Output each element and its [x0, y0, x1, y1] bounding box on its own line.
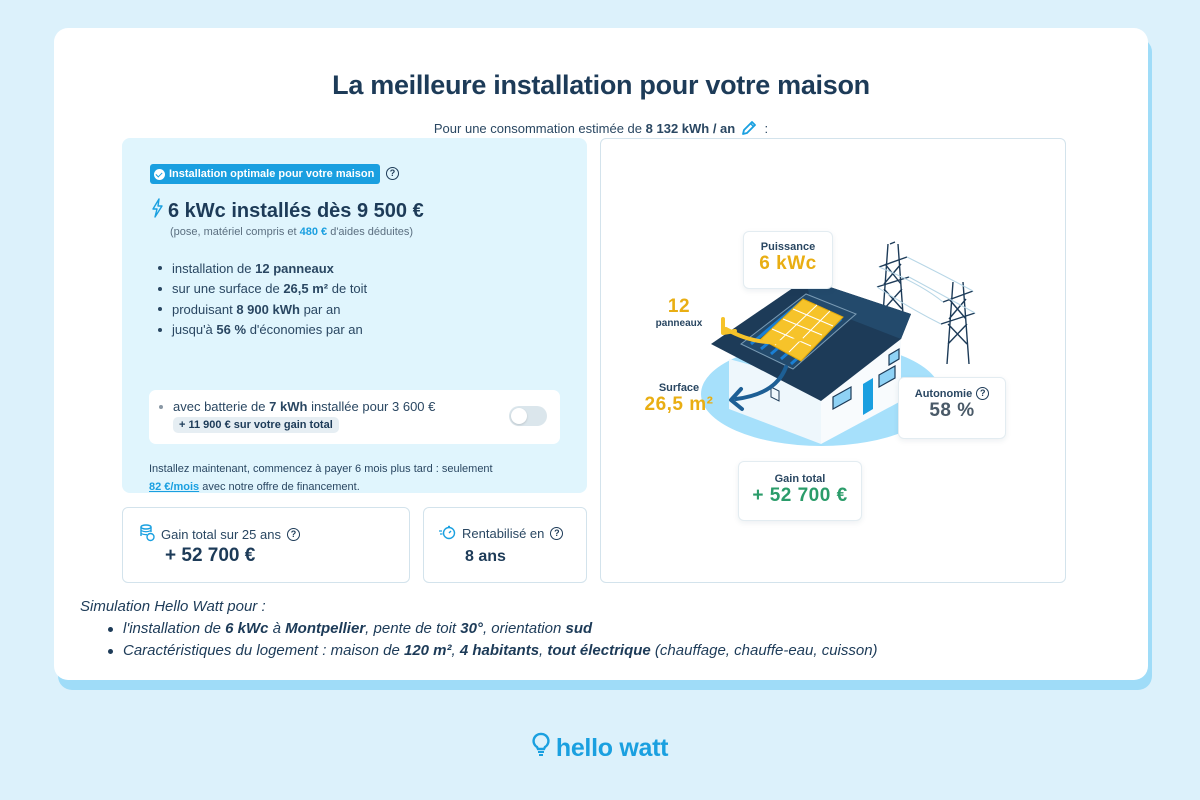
aid-amount: 480 €	[299, 226, 328, 238]
help-icon[interactable]: ?	[286, 528, 300, 541]
brand-logo: hello watt	[0, 732, 1200, 765]
stopwatch-icon	[438, 524, 456, 543]
autonomy-card: Autonomie ? 58 %	[898, 377, 1006, 439]
stat-value: 8 ans	[465, 548, 506, 565]
battery-toggle[interactable]	[509, 406, 547, 426]
help-icon[interactable]: ?	[386, 167, 399, 180]
surface-label: Surface 26,5 m²	[644, 382, 714, 415]
stat-label: Gain total sur 25 ans	[161, 527, 281, 542]
list-item: Caractéristiques du logement : maison de…	[108, 640, 878, 662]
house-graphic	[701, 241, 976, 446]
brand-name: hello watt	[555, 734, 669, 762]
consumption-subtitle: Pour une consommation estimée de 8 132 k…	[54, 120, 1148, 139]
lightbulb-icon	[532, 732, 550, 765]
power-card: Puissance 6 kWc	[743, 231, 833, 289]
list-item: installation de 12 panneaux	[158, 258, 367, 279]
total-gain-float-card: Gain total + 52 700 €	[738, 461, 862, 521]
stat-value: + 52 700 €	[165, 545, 256, 566]
price-note: (pose, matériel compris et 480 € d'aides…	[170, 226, 414, 238]
battery-description: avec batterie de 7 kWh installée pour 3 …	[159, 399, 435, 414]
lightning-icon	[150, 198, 164, 224]
offer-headline: 6 kWc installés dès 9 500 €	[150, 198, 424, 224]
check-circle-icon	[154, 168, 165, 180]
coins-icon	[139, 524, 155, 545]
edit-pencil-icon[interactable]	[741, 120, 757, 139]
consumption-value: 8 132 kWh / an	[645, 121, 736, 136]
help-icon[interactable]: ?	[550, 527, 564, 540]
subtitle-prefix: Pour une consommation estimée de	[433, 121, 643, 136]
page-title: La meilleure installation pour votre mai…	[332, 70, 870, 100]
badge-label: Installation optimale pour votre maison	[169, 168, 375, 180]
list-item: l'installation de 6 kWc à Montpellier, p…	[108, 618, 878, 640]
financing-link[interactable]: 82 €/mois	[149, 481, 200, 493]
offer-details-list: installation de 12 panneaux sur une surf…	[158, 258, 367, 340]
list-item: produisant 8 900 kWh par an	[158, 299, 367, 320]
panels-count: 12 panneaux	[655, 296, 703, 329]
list-item: sur une surface de 26,5 m² de toit	[158, 279, 367, 300]
optimal-badge: Installation optimale pour votre maison	[150, 164, 381, 184]
house-illustration: Puissance 6 kWc 12 panneaux Surface 26,5…	[600, 138, 1066, 583]
list-item: jusqu'à 56 % d'économies par an	[158, 320, 367, 341]
help-icon[interactable]: ?	[976, 387, 990, 400]
financing-text: Installez maintenant, commencez à payer …	[149, 463, 493, 493]
stat-label: Rentabilisé en	[462, 526, 545, 541]
simulation-intro: Simulation Hello Watt pour :	[80, 598, 266, 615]
simulation-notes: Simulation Hello Watt pour : l'installat…	[80, 596, 878, 662]
result-card: La meilleure installation pour votre mai…	[54, 28, 1148, 680]
total-gain-card: Gain total sur 25 ans ? + 52 700 €	[122, 507, 410, 583]
subtitle-suffix: :	[764, 121, 769, 136]
offer-panel: Installation optimale pour votre maison …	[122, 138, 587, 493]
payback-card: Rentabilisé en ? 8 ans	[423, 507, 587, 583]
battery-gain-chip: + 11 900 € sur votre gain total	[173, 417, 339, 433]
headline-text: 6 kWc installés dès 9 500 €	[168, 199, 424, 222]
battery-option: avec batterie de 7 kWh installée pour 3 …	[149, 390, 560, 444]
